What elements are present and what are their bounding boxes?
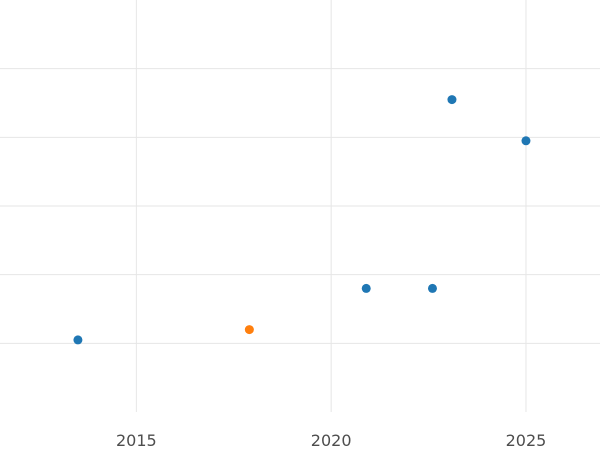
data-point — [427, 283, 437, 293]
x-tick-label: 2015 — [116, 431, 157, 450]
x-axis-ticks: 2015 2020 2025 — [116, 431, 546, 450]
data-point — [73, 335, 83, 345]
data-point — [521, 136, 531, 146]
data-points — [73, 95, 531, 345]
x-tick-label: 2020 — [311, 431, 352, 450]
data-point — [361, 283, 371, 293]
x-tick-label: 2025 — [506, 431, 547, 450]
data-point — [244, 325, 254, 335]
data-point — [447, 95, 457, 105]
grid — [0, 0, 600, 412]
